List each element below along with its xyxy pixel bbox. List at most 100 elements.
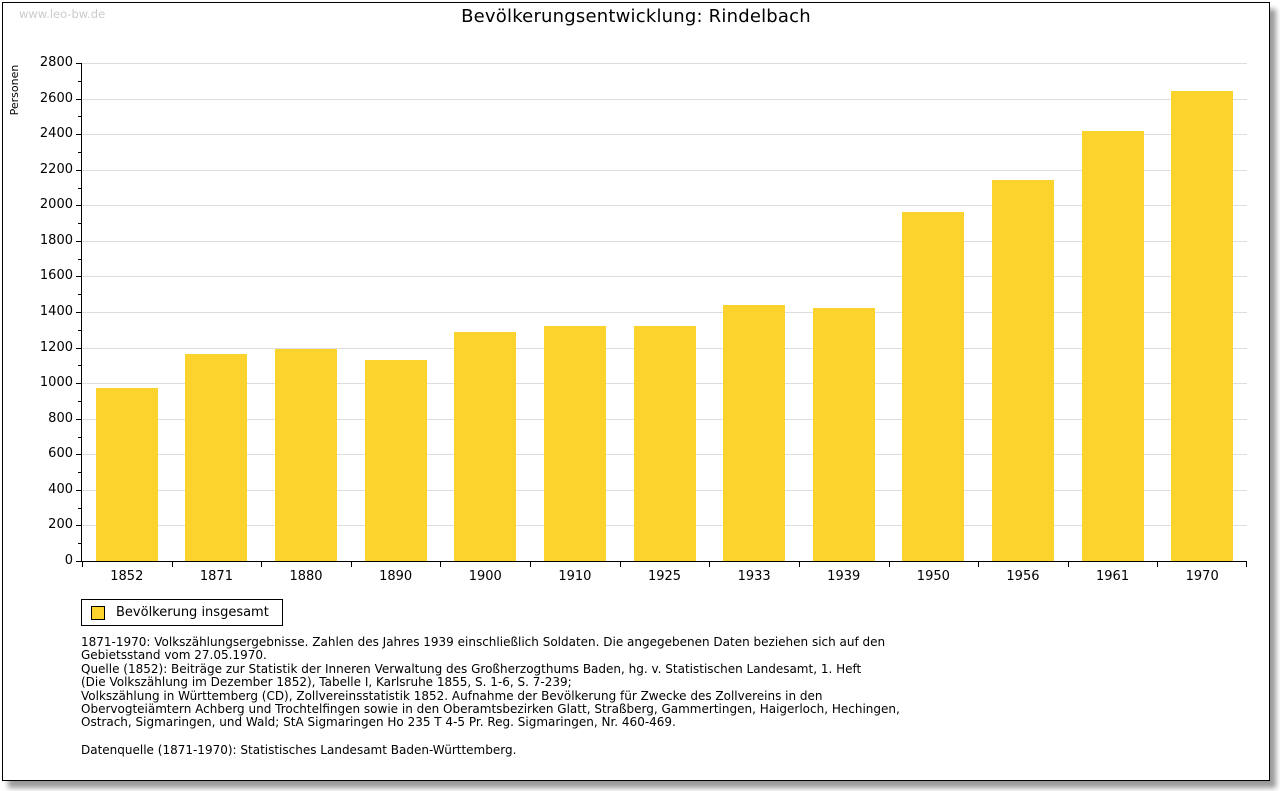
y-axis-minor-tick — [78, 80, 82, 82]
gridline — [82, 205, 1247, 207]
x-axis-label: 1970 — [1185, 569, 1219, 584]
x-axis-label: 1900 — [468, 569, 502, 584]
gridline — [82, 98, 1247, 100]
y-axis-tick-label: 400 — [48, 481, 73, 497]
y-axis-tick — [76, 312, 82, 313]
y-axis-tick — [76, 347, 82, 349]
footnote-line: Ostrach, Sigmaringen, und Wald; StA Sigm… — [81, 715, 676, 730]
x-axis-tick — [798, 561, 800, 567]
x-axis-label: 1961 — [1096, 569, 1130, 584]
y-axis-tick — [76, 489, 82, 491]
bar — [991, 179, 1054, 561]
y-axis-minor-tick — [78, 116, 82, 118]
datasource-note: Datenquelle (1871-1970): Statistisches L… — [81, 743, 517, 757]
y-axis-tick — [76, 561, 82, 562]
x-axis-tick — [1157, 561, 1159, 567]
x-axis-label: 1933 — [737, 569, 771, 584]
y-axis-tick-label: 800 — [48, 410, 73, 426]
bar — [633, 326, 696, 561]
y-axis-tick-label: 1600 — [39, 268, 73, 284]
x-axis-label: 1890 — [379, 569, 413, 584]
footnote-line: Quelle (1852): Beiträge zur Statistik de… — [81, 661, 862, 676]
y-axis-minor-tick — [78, 258, 82, 260]
bar — [543, 326, 606, 561]
y-axis-tick — [76, 63, 82, 64]
x-axis-label: 1939 — [827, 569, 861, 584]
y-axis-tick — [76, 98, 82, 100]
x-axis-tick — [978, 561, 980, 567]
y-axis-minor-tick — [78, 223, 82, 225]
footnote-line: Gebietsstand vom 27.05.1970. — [81, 648, 267, 663]
y-axis-tick — [76, 134, 82, 136]
y-axis-title: Personen — [8, 64, 21, 116]
plot-area: 0 200 400 600 800 1000 1200 1400 1600 1800 2000 220… — [40, 55, 1247, 584]
x-axis-tick — [530, 561, 532, 567]
watermark: www.leo-bw.de — [19, 7, 106, 21]
y-axis-tick — [76, 169, 82, 171]
x-axis-tick — [261, 561, 263, 567]
y-axis-minor-tick — [78, 543, 82, 545]
y-axis-tick-label: 1200 — [39, 339, 73, 355]
chart-frame: www.leo-bw.de Bevölkerungsentwicklung: R… — [2, 2, 1270, 781]
bar — [275, 349, 338, 561]
x-axis-tick — [1246, 561, 1247, 567]
x-axis-tick — [709, 561, 711, 567]
y-axis-tick — [76, 525, 82, 527]
x-axis-label: 1925 — [647, 569, 682, 584]
y-axis-minor-tick — [78, 472, 82, 474]
y-axis-minor-tick — [78, 507, 82, 509]
gridline — [82, 312, 1247, 313]
x-axis-label: 1956 — [1006, 569, 1040, 584]
y-axis-tick-label: 2200 — [39, 161, 73, 177]
x-axis-tick — [350, 561, 352, 567]
legend-swatch-icon — [91, 605, 105, 620]
x-axis-tick — [171, 561, 173, 567]
x-axis-label: 1950 — [916, 569, 950, 584]
gridline — [82, 134, 1247, 136]
footnote-line: 1871-1970: Volkszählungsergebnisse. Zahl… — [81, 635, 886, 649]
bar — [364, 360, 427, 561]
x-axis-label: 1852 — [110, 569, 144, 584]
bar — [902, 211, 965, 561]
y-axis-minor-tick — [78, 294, 82, 296]
gridline — [82, 169, 1247, 171]
bar — [454, 331, 517, 561]
y-axis-tick-label: 2600 — [39, 90, 73, 106]
legend-label: Bevölkerung insgesamt — [116, 605, 269, 620]
x-axis-tick — [619, 561, 621, 567]
bar — [1081, 131, 1144, 561]
y-axis-tick-label: 1000 — [39, 374, 73, 390]
gridline — [82, 63, 1247, 64]
y-axis-tick-label: 1400 — [39, 303, 73, 319]
x-axis-label: 1910 — [558, 569, 592, 584]
footnote-line: (Die Volkszählung im Dezember 1852), Tab… — [81, 675, 572, 690]
y-axis-tick — [76, 383, 82, 385]
x-axis-label: 1871 — [199, 569, 233, 584]
y-axis-tick-label: 0 — [64, 552, 73, 568]
y-axis-tick — [76, 276, 82, 278]
gridline — [82, 276, 1247, 278]
y-axis-minor-tick — [78, 365, 82, 367]
y-axis-minor-tick — [78, 329, 82, 331]
x-axis-tick — [82, 561, 83, 567]
footnotes: 1871-1970: Volkszählungsergebnisse. Zahl… — [81, 635, 900, 730]
y-axis-tick-label: 2400 — [39, 125, 73, 141]
y-axis-minor-tick — [78, 151, 82, 153]
y-axis-tick-label: 2000 — [39, 197, 73, 213]
y-axis-minor-tick — [78, 187, 82, 189]
y-axis-tick — [76, 240, 82, 242]
x-axis-tick — [1067, 561, 1069, 567]
bar — [1171, 91, 1234, 561]
y-axis-tick-label: 600 — [48, 446, 73, 462]
y-axis-tick — [76, 205, 82, 207]
bar — [185, 353, 248, 561]
chart-title: Bevölkerungsentwicklung: Rindelbach — [461, 6, 811, 27]
footnote-line: Volkszählung in Württemberg (CD), Zollve… — [81, 688, 823, 703]
y-axis-tick — [76, 454, 82, 456]
y-axis-minor-tick — [78, 400, 82, 402]
bar — [812, 307, 875, 561]
x-axis-tick — [440, 561, 442, 567]
x-axis-label: 1880 — [289, 569, 323, 584]
y-axis-tick-label: 200 — [48, 517, 73, 533]
y-axis-minor-tick — [78, 436, 82, 438]
